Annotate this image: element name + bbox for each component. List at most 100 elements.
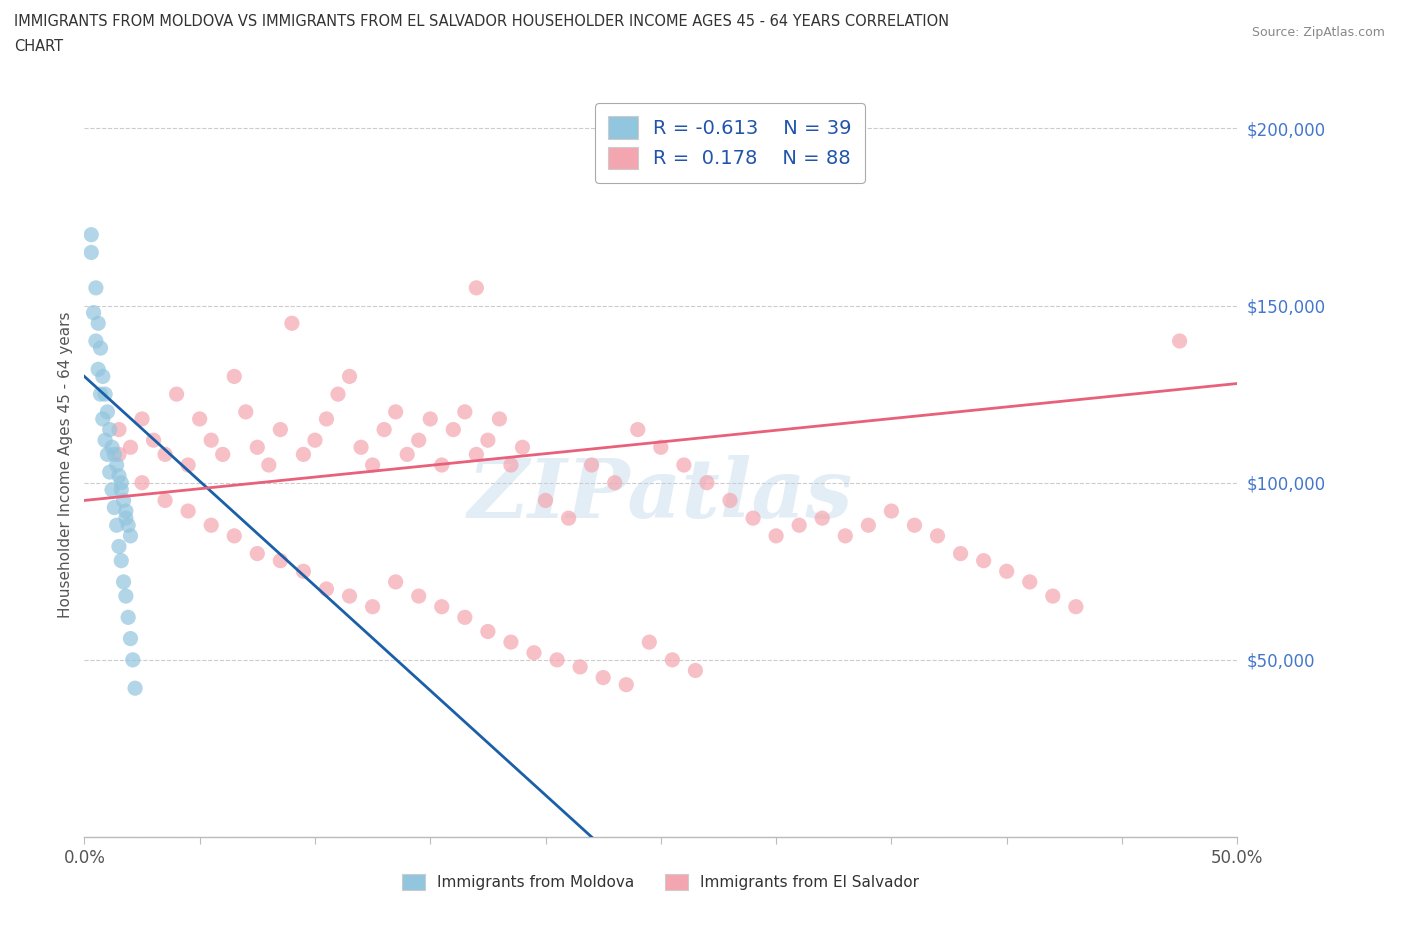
Point [880, 504, 903, 519]
Point [115, 504, 138, 519]
Point [121, 653, 143, 668]
Point [269, 553, 291, 568]
Point [557, 511, 579, 525]
Point [315, 581, 337, 596]
Point [103, 500, 125, 515]
Point [465, 281, 488, 296]
Point [614, 677, 637, 692]
Point [120, 440, 142, 455]
Point [499, 458, 522, 472]
Point [373, 422, 395, 437]
Point [384, 575, 406, 590]
Point [246, 546, 269, 561]
Point [512, 440, 534, 455]
Point [281, 316, 304, 331]
Point [96, 447, 118, 462]
Point [627, 422, 650, 437]
Point [430, 599, 453, 614]
Point [787, 518, 810, 533]
Point [995, 564, 1018, 578]
Point [110, 483, 132, 498]
Point [120, 631, 142, 646]
Point [117, 518, 139, 533]
Point [315, 411, 337, 426]
Point [177, 504, 200, 519]
Point [91, 411, 114, 426]
Point [166, 387, 188, 402]
Point [105, 518, 128, 533]
Point [153, 447, 176, 462]
Point [534, 493, 557, 508]
Point [89, 340, 111, 355]
Point [1042, 589, 1064, 604]
Point [419, 411, 441, 426]
Point [117, 610, 139, 625]
Text: IMMIGRANTS FROM MOLDOVA VS IMMIGRANTS FROM EL SALVADOR HOUSEHOLDER INCOME AGES 4: IMMIGRANTS FROM MOLDOVA VS IMMIGRANTS FR… [14, 14, 949, 29]
Point [477, 624, 499, 639]
Point [112, 493, 135, 508]
Point [650, 440, 672, 455]
Point [454, 610, 477, 625]
Point [108, 422, 131, 437]
Point [1168, 334, 1191, 349]
Point [430, 458, 453, 472]
Point [339, 369, 361, 384]
Point [304, 432, 326, 447]
Point [742, 511, 765, 525]
Point [84, 334, 107, 349]
Point [973, 553, 995, 568]
Point [200, 432, 222, 447]
Point [339, 589, 361, 604]
Point [396, 447, 419, 462]
Legend: Immigrants from Moldova, Immigrants from El Salvador: Immigrants from Moldova, Immigrants from… [396, 868, 925, 897]
Point [89, 387, 111, 402]
Point [592, 671, 614, 685]
Point [91, 369, 114, 384]
Point [408, 589, 430, 604]
Point [110, 475, 132, 490]
Point [927, 528, 949, 543]
Point [98, 465, 121, 480]
Point [477, 432, 499, 447]
Point [224, 369, 246, 384]
Text: ZIPatlas: ZIPatlas [468, 455, 853, 535]
Point [326, 387, 349, 402]
Point [1064, 599, 1087, 614]
Point [949, 546, 972, 561]
Point [83, 305, 105, 320]
Point [188, 411, 211, 426]
Point [235, 405, 257, 419]
Point [101, 483, 124, 498]
Point [269, 422, 291, 437]
Point [638, 634, 661, 649]
Point [454, 405, 477, 419]
Point [441, 422, 464, 437]
Text: Source: ZipAtlas.com: Source: ZipAtlas.com [1251, 26, 1385, 39]
Point [1018, 575, 1040, 590]
Point [834, 528, 856, 543]
Point [696, 475, 718, 490]
Point [581, 458, 603, 472]
Point [246, 440, 269, 455]
Point [685, 663, 707, 678]
Point [200, 518, 222, 533]
Point [101, 440, 124, 455]
Point [96, 405, 118, 419]
Point [465, 447, 488, 462]
Point [224, 528, 246, 543]
Point [361, 599, 384, 614]
Point [110, 553, 132, 568]
Point [672, 458, 695, 472]
Point [103, 447, 125, 462]
Point [80, 245, 103, 259]
Point [718, 493, 741, 508]
Point [257, 458, 280, 472]
Point [765, 528, 787, 543]
Point [112, 575, 135, 590]
Point [87, 362, 110, 377]
Point [153, 493, 176, 508]
Point [105, 458, 128, 472]
Point [94, 432, 117, 447]
Point [84, 281, 107, 296]
Y-axis label: Householder Income Ages 45 - 64 years: Householder Income Ages 45 - 64 years [58, 312, 73, 618]
